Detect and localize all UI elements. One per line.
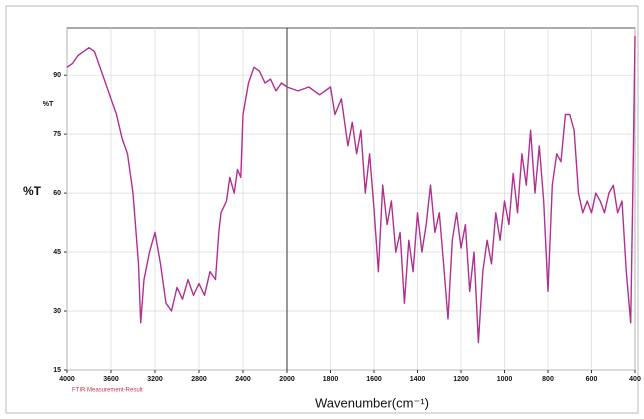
x-tick-label: 1000 [497,376,513,383]
y-tick-label: 30 [53,308,61,315]
x-axis-label: Wavenumber(cm⁻¹) [315,395,429,410]
x-tick-label: 1800 [323,376,339,383]
x-tick-label: 600 [586,376,598,383]
x-tick-label: 800 [542,376,554,383]
y-tick-label: 60 [53,190,61,197]
y-axis-label: %T [23,184,42,198]
x-tick-label: 3200 [147,376,163,383]
x-tick-label: 4000 [59,376,75,383]
x-tick-label: 400 [629,376,641,383]
x-tick-label: 1400 [410,376,426,383]
y-tick-label: 90 [53,72,61,79]
y-tick-label: 45 [53,249,61,256]
y-tick-label: 75 [53,131,61,138]
x-tick-label: 1200 [453,376,469,383]
spectrum-line [66,35,636,344]
x-tick-label: 3600 [103,376,119,383]
frame [5,5,639,414]
y-unit-label: %T [43,101,54,108]
x-tick-label: 1600 [366,376,382,383]
y-tick-label: 15 [53,367,61,374]
footer-note: FTIR Measurement-Result [72,388,143,394]
x-tick-label: 2400 [235,376,251,383]
x-tick-label: 2000 [279,376,295,383]
x-tick-label: 2800 [191,376,207,383]
